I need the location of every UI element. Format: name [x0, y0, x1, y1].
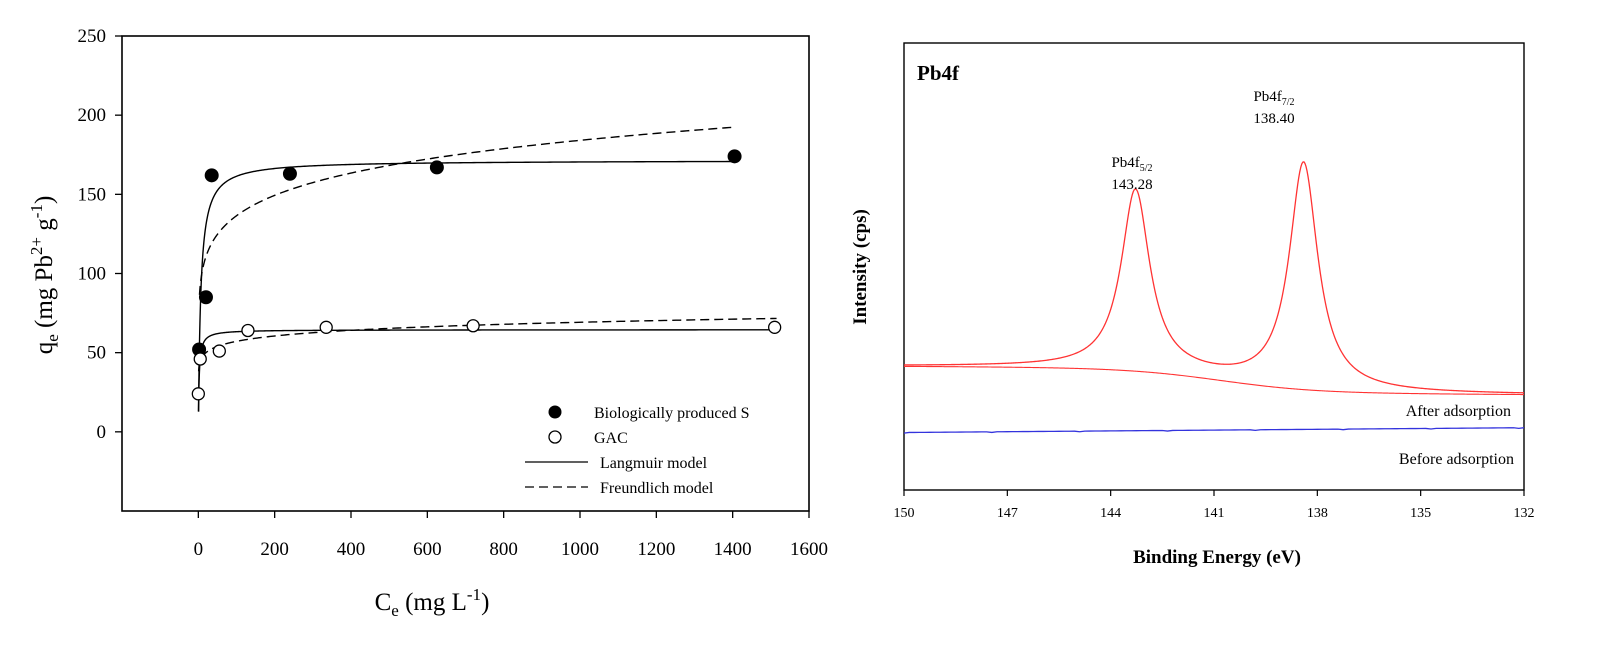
before-adsorption-spectrum	[903, 427, 1525, 434]
freundlich-curve-gac	[197, 317, 777, 372]
y-tick-label: 50	[87, 343, 106, 364]
x-tick-label: 144	[1100, 506, 1121, 521]
legend-marker-bio-s	[548, 405, 562, 419]
legend-marker-gac	[548, 430, 562, 444]
legend-label-freundlich: Freundlich model	[600, 480, 714, 497]
x-tick-label: 200	[260, 539, 289, 560]
peak-label-7-2: Pb4f7/2	[1253, 89, 1294, 108]
y-tick-label: 0	[97, 422, 107, 443]
x-tick-label: 400	[337, 539, 366, 560]
data-point-gac	[241, 323, 255, 338]
data-point-bio-s	[429, 160, 444, 175]
data-point-bio-s	[282, 166, 297, 181]
legend-label-langmuir: Langmuir model	[600, 455, 708, 472]
background-baseline	[903, 365, 1525, 396]
xps-plot-frame	[903, 42, 1525, 491]
legend-label-bio-s: Biologically produced S	[594, 405, 750, 422]
langmuir-curve-bio-s	[197, 160, 733, 412]
isotherm-x-axis-label: Ce (mg L-1)	[375, 585, 490, 620]
legend-label-gac: GAC	[594, 430, 628, 447]
x-tick-label: 135	[1410, 506, 1431, 521]
after-adsorption-spectrum	[903, 161, 1525, 394]
x-tick-label: 138	[1307, 506, 1328, 521]
x-tick-label: 1400	[714, 539, 752, 560]
langmuir-curve-gac	[197, 329, 777, 412]
xps-x-axis-label: Binding Energy (eV)	[1133, 547, 1301, 568]
data-point-bio-s	[204, 168, 219, 183]
data-point-gac	[193, 352, 207, 366]
x-tick-label: 141	[1204, 506, 1225, 521]
y-tick-label: 150	[78, 184, 107, 205]
data-point-gac	[212, 344, 226, 358]
y-tick-label: 200	[78, 105, 107, 126]
xps-title: Pb4f	[917, 61, 960, 85]
peak-value-7-2: 138.40	[1253, 111, 1294, 127]
xps-y-axis-label: Intensity (cps)	[850, 209, 871, 325]
freundlich-curve-bio-s	[198, 126, 733, 295]
x-tick-label: 1000	[561, 539, 599, 560]
series-label-after: After adsorption	[1406, 403, 1511, 420]
x-tick-label: 1200	[637, 539, 675, 560]
x-tick-label: 147	[997, 506, 1018, 521]
y-tick-label: 250	[78, 26, 107, 47]
data-point-gac	[768, 320, 782, 334]
x-tick-label: 600	[413, 539, 442, 560]
xps-chart: 150 147 144 141 138 135 132 Pb4f Pb4f5/2 143.2…	[850, 42, 1535, 568]
x-tick-label: 800	[489, 539, 518, 560]
data-point-bio-s	[198, 290, 213, 305]
isotherm-legend: Biologically produced S GAC Langmuir mod…	[525, 405, 750, 497]
isotherm-y-axis-label: qe (mg Pb2+ g-1)	[27, 196, 62, 355]
peak-value-5-2: 143.28	[1111, 177, 1152, 193]
x-tick-label: 1600	[790, 539, 828, 560]
isotherm-plot-frame	[121, 35, 810, 512]
x-tick-label: 0	[194, 539, 204, 560]
data-point-gac	[319, 320, 333, 334]
y-tick-label: 100	[78, 264, 107, 285]
series-label-before: Before adsorption	[1399, 451, 1514, 468]
data-point-gac	[191, 387, 205, 401]
data-point-gac	[466, 319, 480, 333]
isotherm-chart: 0 200 400 600 800 1000 1200 1400 1600 0 50 100 150 20…	[27, 26, 828, 620]
peak-label-5-2: Pb4f5/2	[1111, 155, 1152, 174]
x-tick-label: 150	[894, 506, 915, 521]
data-point-bio-s	[727, 149, 742, 164]
x-tick-label: 132	[1514, 506, 1535, 521]
